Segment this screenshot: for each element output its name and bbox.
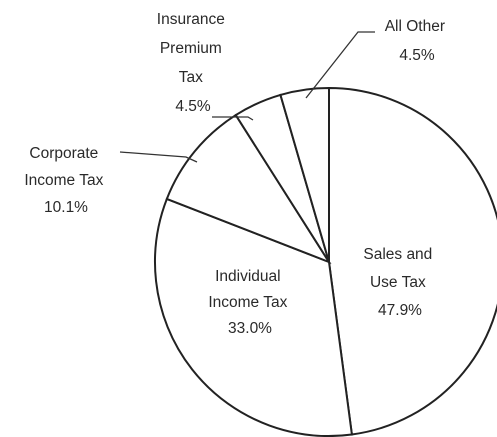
slice-individual-income-tax (154, 197, 354, 437)
label-insurance-line1: Insurance (157, 11, 225, 28)
leader-lines (119, 31, 375, 163)
label-sales-line1: Sales and (363, 246, 432, 263)
label-corporate-pct: 10.1% (44, 199, 88, 216)
label-sales: Sales and Use Tax 47.9% (363, 246, 436, 319)
label-corporate-line1: Corporate (29, 145, 98, 162)
label-individual-pct: 33.0% (228, 320, 272, 337)
label-insurance-line2: Premium (160, 40, 222, 57)
label-other: All Other 4.5% (385, 18, 450, 64)
leader-line-corporate (119, 151, 198, 163)
slice-sales-use-tax (328, 86, 497, 436)
label-individual-line2: Income Tax (208, 294, 287, 311)
leader-line-other (305, 31, 375, 99)
label-individual-line1: Individual (215, 268, 281, 285)
label-sales-line2: Use Tax (370, 274, 426, 291)
pie-slices (154, 86, 497, 437)
label-other-pct: 4.5% (399, 47, 435, 64)
label-corporate-line2: Income Tax (24, 172, 103, 189)
label-insurance: Insurance Premium Tax 4.5% (157, 11, 229, 115)
label-corporate: Corporate Income Tax 10.1% (24, 145, 107, 216)
label-insurance-line3: Tax (179, 69, 203, 86)
label-sales-pct: 47.9% (378, 302, 422, 319)
label-individual: Individual Income Tax 33.0% (208, 268, 291, 337)
slice-corporate-income-tax (165, 113, 332, 265)
leader-line-insurance (212, 116, 254, 121)
label-insurance-pct: 4.5% (175, 98, 211, 115)
slice-labels: Sales and Use Tax 47.9% Individual Incom… (24, 11, 450, 337)
slice-all-other (279, 86, 330, 263)
label-other-line1: All Other (385, 18, 445, 35)
